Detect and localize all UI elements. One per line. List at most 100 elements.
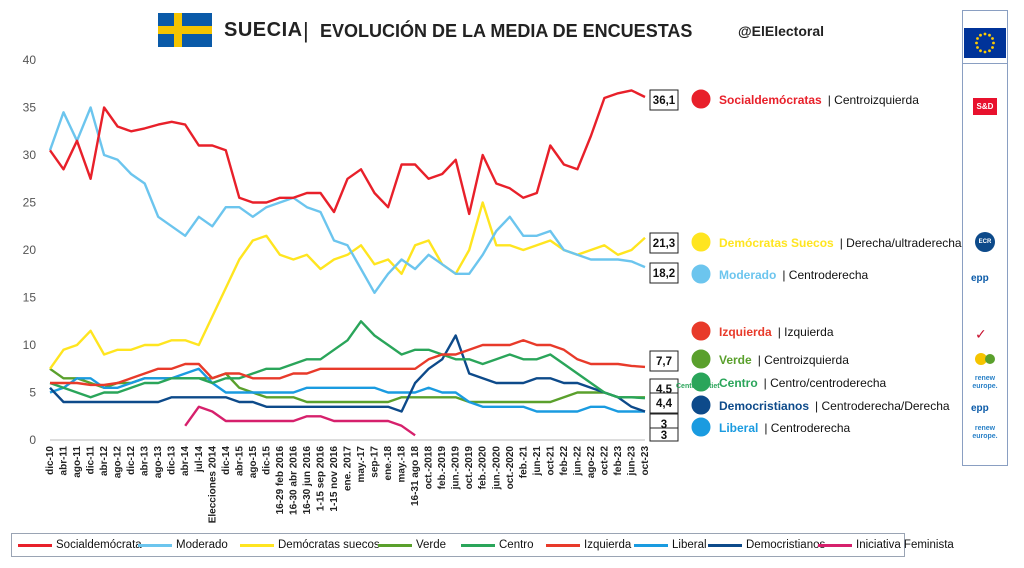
x-tick-label: ene. 2017 xyxy=(343,446,354,491)
page-subtitle: EVOLUCIÓN DE LA MEDIA DE ENCUESTAS xyxy=(320,21,693,41)
l-logo-icon xyxy=(690,416,712,438)
series-line-liberal xyxy=(49,367,645,413)
x-tick-label: dic-10 xyxy=(45,446,56,475)
x-tick-label: feb-23 xyxy=(613,446,624,476)
greens-group-logo-icon xyxy=(974,351,996,367)
x-tick-label: jul-14 xyxy=(194,446,205,474)
eu-flag-icon xyxy=(964,28,1006,58)
legend-item: Iniciativa Feminista xyxy=(818,537,954,553)
series-line-izquierda xyxy=(50,339,646,387)
legend-swatch xyxy=(546,543,580,547)
party-bloc: | Derecha/ultraderecha xyxy=(840,236,962,250)
x-tick-label: abr-11 xyxy=(59,446,70,476)
x-tick-label: abr-13 xyxy=(140,446,151,476)
ecr-group-logo-icon: ECR xyxy=(975,232,995,252)
value-label: 36,1 xyxy=(653,95,676,107)
y-tick-label: 40 xyxy=(23,53,37,67)
m-logo-icon xyxy=(690,263,712,285)
party-bloc: | Izquierda xyxy=(778,325,834,339)
kd-logo-icon xyxy=(690,394,712,416)
legend-item: Democristianos xyxy=(708,537,825,553)
title-separator: | xyxy=(303,18,309,43)
party-bloc: | Centroderecha xyxy=(764,421,850,435)
party-name: Verde xyxy=(719,353,752,367)
y-tick-label: 35 xyxy=(23,101,37,115)
y-tick-label: 15 xyxy=(23,291,37,305)
chart-legend: Socialdemócrata Moderado Demócratas suecos… xyxy=(11,533,954,557)
x-tick-label: oct.-2020 xyxy=(505,446,516,490)
x-tick-label: abr-15 xyxy=(234,446,245,476)
party-name: Demócratas Suecos xyxy=(719,236,834,250)
page-title: SUECIA xyxy=(224,19,303,41)
x-tick-label: may.-18 xyxy=(397,446,408,483)
x-tick-label: ago-22 xyxy=(586,446,597,479)
x-tick-label: oct.-2019 xyxy=(464,446,475,490)
x-tick-label: feb.-21 xyxy=(518,446,529,479)
author-handle: @ElElectoral xyxy=(738,23,825,39)
x-tick-label: feb.-2020 xyxy=(478,446,489,490)
series-line-centro xyxy=(49,320,646,400)
party-name: Moderado xyxy=(719,268,776,282)
x-tick-label: oct-23 xyxy=(640,446,651,476)
x-tick-label: 1-15 nov 2016 xyxy=(329,446,340,512)
x-tick-label: 16-31 ago 18 xyxy=(410,446,421,506)
x-tick-label: dic-13 xyxy=(167,446,178,475)
clover-icon xyxy=(690,371,712,393)
x-tick-label: 1-15 sep 2016 xyxy=(315,446,326,511)
x-tick-label: ago-12 xyxy=(113,446,124,479)
x-tick-label: abr-12 xyxy=(99,446,110,476)
legend-swatch xyxy=(378,543,412,547)
x-tick-label: oct-22 xyxy=(599,446,610,476)
series-line-iniciativa_feminista xyxy=(184,405,416,437)
legend-label: Moderado xyxy=(176,539,228,551)
legend-item: Demócratas suecos xyxy=(240,537,380,553)
centerpartiet-logo-text: Centerpartiet xyxy=(676,383,720,390)
series-line-democratas_suecos xyxy=(49,201,646,370)
x-tick-label: ago-15 xyxy=(248,446,259,479)
legend-label: Demócratas suecos xyxy=(278,539,380,551)
x-tick-label: ago-13 xyxy=(153,446,164,479)
x-tick-label: 16-29 feb 2016 xyxy=(275,446,286,515)
series-line-moderado xyxy=(48,106,646,294)
value-label: 18,2 xyxy=(653,268,675,280)
sweden-flag-icon xyxy=(158,13,212,47)
x-tick-label: may.-17 xyxy=(356,446,367,483)
renew-group-logo-icon: renew europe. xyxy=(972,375,998,390)
x-tick-label: oct.-2018 xyxy=(424,446,435,490)
y-tick-label: 0 xyxy=(29,433,36,447)
v-logo-icon xyxy=(690,320,712,342)
x-tick-label: ene.-18 xyxy=(383,446,394,481)
legend-label: Socialdemócrata xyxy=(56,539,142,551)
epp-group-logo-icon-2: epp xyxy=(971,403,989,414)
renew-group-logo-icon-2: renew europe. xyxy=(972,425,998,440)
x-tick-label: jun-22 xyxy=(572,446,583,477)
x-tick-label: ago-11 xyxy=(72,446,83,478)
x-tick-label: 16-30 jun 2016 xyxy=(302,446,313,515)
eu-group-sidebar: S&D ECR epp ✓ renew europe. epp renew eu… xyxy=(962,10,1008,466)
party-name: Izquierda xyxy=(719,325,772,339)
value-label: 4,4 xyxy=(656,398,673,410)
series-line-socialdemocrata xyxy=(49,89,646,216)
y-tick-label: 30 xyxy=(23,148,37,162)
value-box xyxy=(649,89,679,111)
x-tick-label: feb-22 xyxy=(559,446,570,476)
party-name: Liberal xyxy=(719,421,758,435)
legend-swatch xyxy=(818,543,852,547)
sd-group-logo-icon: S&D xyxy=(973,98,997,115)
value-label-extra: 3 xyxy=(661,430,667,442)
party-name: Socialdemócratas xyxy=(719,93,822,107)
legend-swatch xyxy=(240,543,274,547)
legend-swatch xyxy=(708,543,742,547)
party-bloc: | Centro/centroderecha xyxy=(764,376,887,390)
x-tick-label: dic-15 xyxy=(261,446,272,475)
legend-label: Centro xyxy=(499,539,534,551)
legend-label: Iniciativa Feminista xyxy=(856,539,954,551)
legend-item: Izquierda xyxy=(546,537,631,553)
value-box xyxy=(649,350,679,372)
party-bloc: | Centroizquierda xyxy=(758,353,849,367)
party-bloc: | Centroizquierda xyxy=(828,93,919,107)
value-box xyxy=(649,232,679,254)
epp-group-logo-icon: epp xyxy=(971,273,989,284)
party-bloc: | Centroderecha xyxy=(782,268,868,282)
